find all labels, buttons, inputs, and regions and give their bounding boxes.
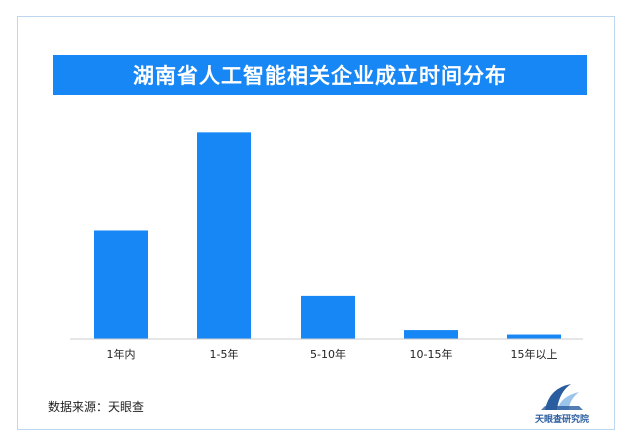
bar-2 xyxy=(197,132,251,339)
chart-title: 湖南省人工智能相关企业成立时间分布 xyxy=(133,64,507,88)
bar-5 xyxy=(507,334,561,339)
data-source: 数据来源：天眼查 xyxy=(48,400,145,414)
x-tick-label-3: 5-10年 xyxy=(310,347,346,361)
bar-4 xyxy=(404,330,458,339)
logo-text: 天眼查研究院 xyxy=(534,415,589,425)
bars-group xyxy=(94,132,561,339)
title-banner: 湖南省人工智能相关企业成立时间分布 xyxy=(53,55,587,95)
bar-3 xyxy=(301,295,355,339)
x-tick-labels: 1年内 1-5年 5-10年 10-15年 15年以上 xyxy=(107,347,558,361)
x-tick-label-5: 15年以上 xyxy=(511,347,558,361)
x-tick-label-2: 1-5年 xyxy=(210,347,239,361)
bar-1 xyxy=(94,230,148,339)
logo-emblem-icon xyxy=(541,384,583,410)
x-tick-label-4: 10-15年 xyxy=(410,347,453,361)
x-tick-label-1: 1年内 xyxy=(107,347,136,361)
tianyancha-logo: 天眼查研究院 xyxy=(527,378,597,428)
